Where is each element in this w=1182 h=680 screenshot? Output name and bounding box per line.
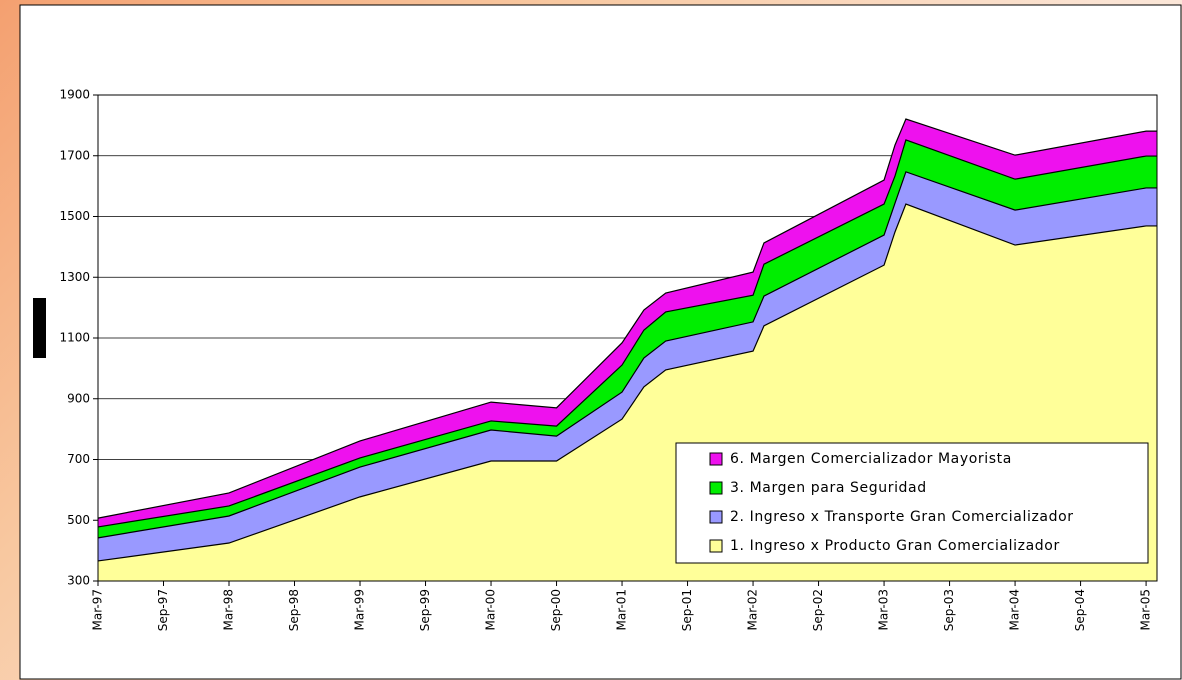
x-tick-label: Mar-99 [353, 589, 367, 630]
area-edge [97, 171, 1157, 539]
legend-label: 2. Ingreso x Transporte Gran Comercializ… [730, 509, 1074, 525]
x-tick-label: Sep-02 [811, 589, 825, 631]
x-tick-label: Sep-01 [680, 589, 694, 631]
area [98, 171, 1157, 561]
x-tick-label: Mar-04 [1008, 589, 1022, 630]
legend-swatch [709, 510, 723, 524]
x-tick-label: Mar-97 [91, 589, 105, 630]
y-tick-label: 1900 [59, 88, 90, 102]
legend-swatch [709, 452, 723, 466]
legend-label: 6. Margen Comercializador Mayorista [730, 451, 1012, 467]
legend-swatch [709, 539, 723, 553]
x-tick-label: Mar-98 [222, 589, 236, 630]
y-tick-label: 1500 [59, 209, 90, 223]
y-tick-label: 900 [67, 391, 90, 405]
y-tick-label: 300 [67, 574, 90, 588]
area-edge [97, 139, 1157, 528]
area [98, 118, 1157, 527]
x-tick-label: Mar-00 [484, 589, 498, 630]
y-tick-label: 500 [67, 513, 90, 527]
x-tick-label: Sep-04 [1073, 589, 1087, 631]
x-tick-label: Sep-99 [418, 589, 432, 631]
x-tick-label: Sep-97 [156, 589, 170, 631]
x-tick-label: Sep-98 [287, 589, 301, 631]
redacted-label [33, 298, 46, 358]
x-tick-label: Mar-05 [1139, 589, 1153, 630]
legend-label: 1. Ingreso x Producto Gran Comercializad… [730, 538, 1060, 554]
area-edge [97, 118, 1157, 519]
y-tick-label: 1300 [59, 270, 90, 284]
y-tick-label: 700 [67, 452, 90, 466]
x-tick-label: Mar-03 [877, 589, 891, 630]
y-tick-label: 1100 [59, 331, 90, 345]
x-tick-label: Mar-02 [746, 589, 760, 630]
y-tick-label: 1700 [59, 148, 90, 162]
x-tick-label: Sep-03 [942, 589, 956, 631]
legend-box [675, 442, 1149, 564]
legend-swatch [709, 481, 723, 495]
legend-label: 3. Margen para Seguridad [730, 480, 927, 496]
x-tick-label: Sep-00 [549, 589, 563, 631]
x-tick-label: Mar-01 [615, 589, 629, 630]
area-edge [97, 203, 1157, 562]
plot-frame [97, 94, 1158, 582]
area [98, 139, 1157, 538]
